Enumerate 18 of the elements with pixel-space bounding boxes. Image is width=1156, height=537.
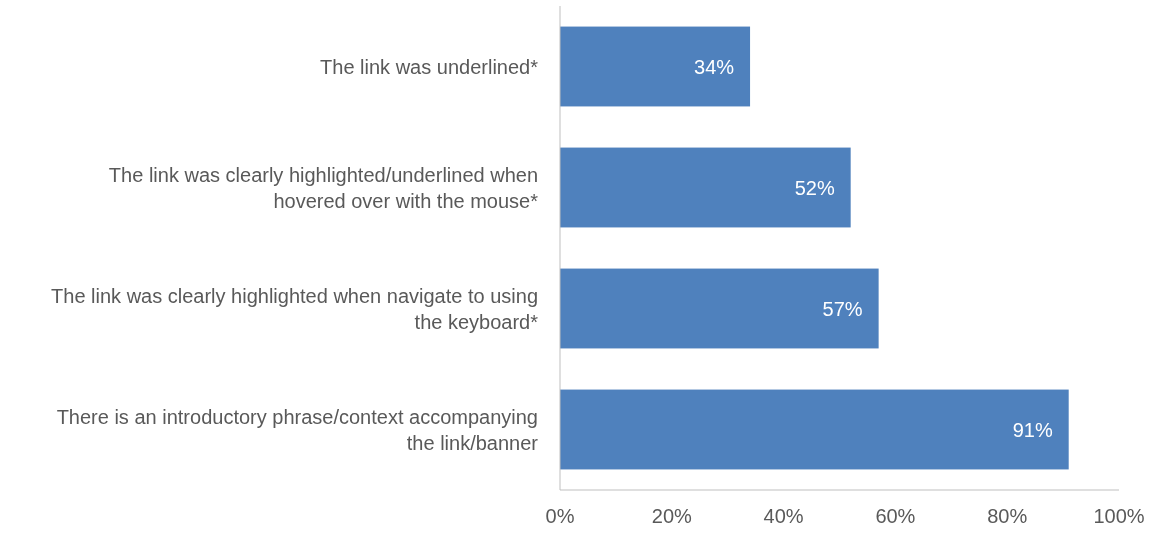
- data-label: 91%: [1012, 418, 1053, 441]
- bar: [560, 26, 751, 107]
- y-tick-label: The link was clearly highlighted when navigate to using the keyboard*: [51, 284, 539, 333]
- x-tick-label: 100%: [1093, 505, 1145, 527]
- bar: [560, 268, 879, 349]
- y-tick-label: The link was clearly highlighted/underlined when hovered over with the mouse*: [108, 163, 539, 212]
- x-tick-label: 80%: [987, 505, 1028, 527]
- x-tick-label: 0%: [545, 505, 575, 527]
- y-tick-label: There is an introductory phrase/context accompanying the link/banner: [56, 405, 539, 454]
- x-tick-label: 40%: [763, 505, 804, 527]
- data-label: 34%: [694, 55, 735, 78]
- y-tick-label: The link was underlined*: [320, 55, 539, 78]
- data-label: 52%: [794, 176, 835, 199]
- x-tick-label: 60%: [875, 505, 916, 527]
- bar: [560, 389, 1069, 470]
- x-tick-label: 20%: [651, 505, 693, 527]
- data-label: 57%: [822, 297, 863, 320]
- bar: [560, 147, 851, 228]
